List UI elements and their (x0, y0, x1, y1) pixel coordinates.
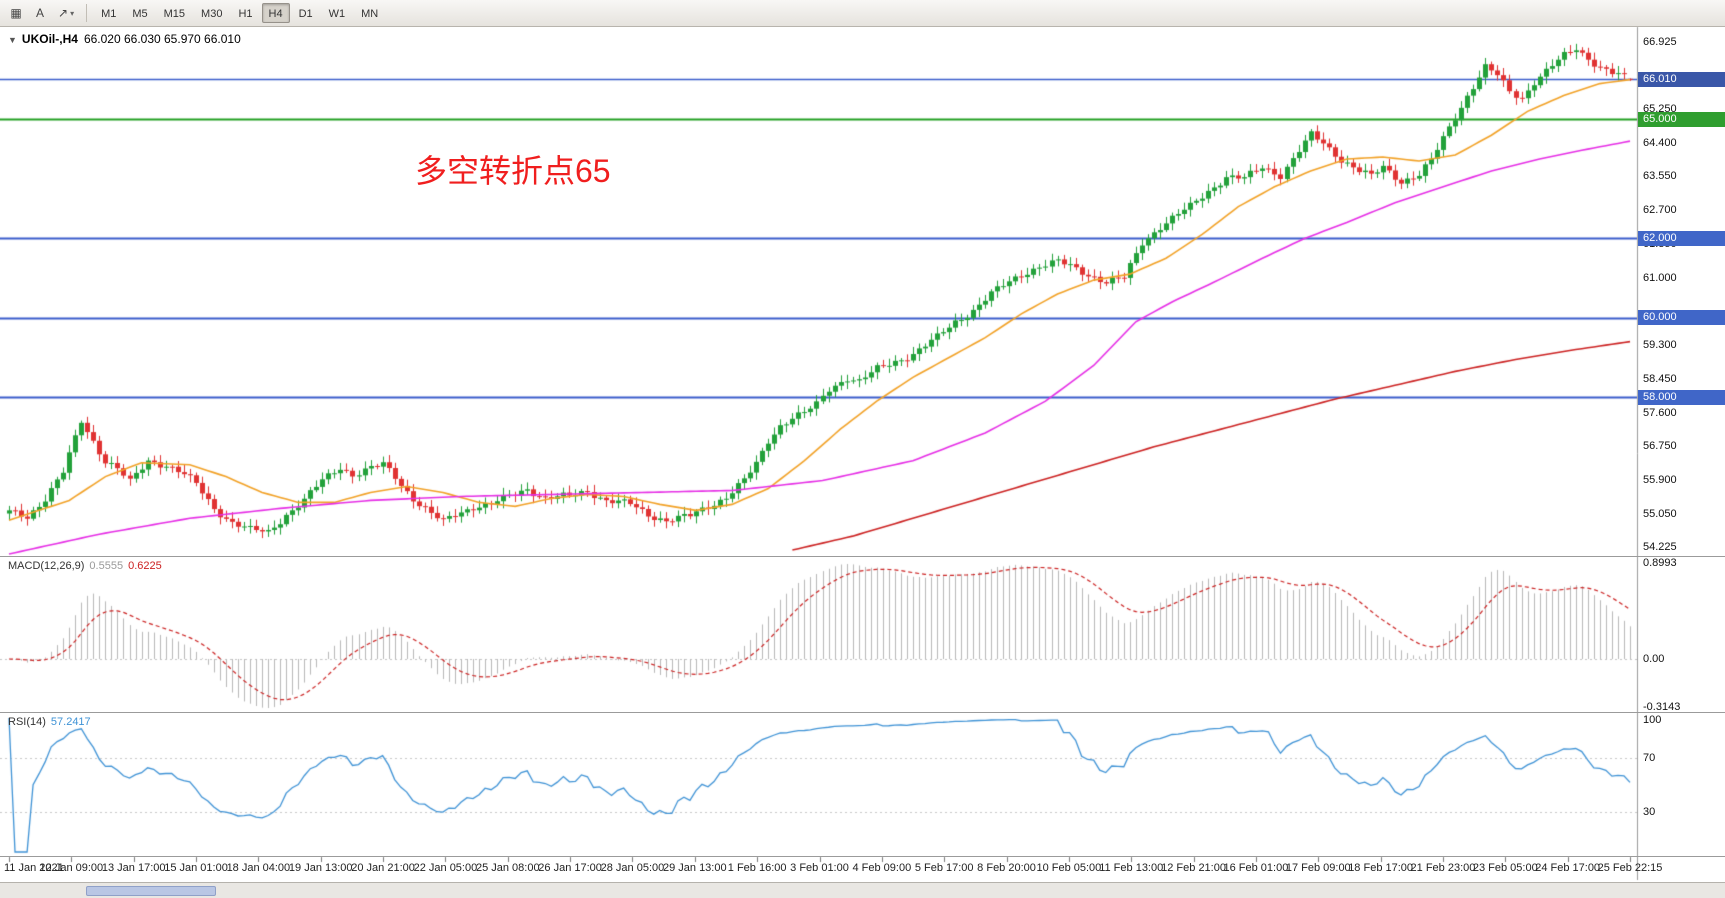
rsi-value: 57.2417 (50, 716, 91, 728)
time-axis-label: 16 Feb 01:00 (1223, 862, 1289, 874)
hline-price-label: 65.000 (1638, 111, 1725, 127)
price-tick: 57.600 (1643, 406, 1677, 419)
macd-name: MACD(12,26,9) (8, 560, 85, 572)
time-scale[interactable]: 11 Jan 2021 12 Jan 09:00 13 Jan 17:00 15 Ja… (0, 858, 1725, 878)
price-tick: 55.900 (1643, 474, 1677, 487)
arrow-icon: ↗ (58, 6, 69, 20)
time-axis-label: 11 Jan 2021 (4, 862, 64, 874)
price-tick: 63.550 (1643, 170, 1677, 183)
price-tick: 59.300 (1643, 339, 1677, 352)
timeframe-button-m15[interactable]: M15 (163, 8, 186, 20)
time-axis-label: 29 Jan 13:00 (662, 862, 727, 874)
rsi-name: RSI(14) (8, 716, 46, 728)
macd-scale-min: -0.3143 (1643, 701, 1681, 713)
time-axis-label: 28 Jan 05:00 (600, 862, 665, 874)
chart-annotation-text: 多空转折点65 (415, 153, 611, 189)
price-tick: 61.000 (1643, 271, 1677, 284)
one-click-trading-toggle[interactable]: ▼ (8, 35, 17, 45)
time-axis-label: 18 Jan 04:00 (226, 862, 291, 874)
timeframe-button-w1[interactable]: W1 (328, 8, 346, 20)
price-tick: 55.050 (1643, 507, 1677, 520)
drawing-tools-button[interactable]: ↗ ▾ (52, 3, 80, 24)
chart-title: ▼ UKOil-,H4 66.020 66.030 65.970 66.010 (8, 32, 241, 46)
rsi-scale-30: 30 (1643, 805, 1656, 818)
hline-price-label: 58.000 (1638, 389, 1725, 405)
chevron-down-icon: ▾ (70, 8, 75, 18)
grid-icon: ▦ (10, 6, 22, 20)
time-axis-label: 21 Feb 23:00 (1410, 862, 1476, 874)
price-tick: 64.400 (1643, 136, 1677, 149)
time-axis-label: 26 Jan 17:00 (538, 862, 602, 874)
time-axis-label: 13 Jan 17:00 (101, 862, 166, 874)
ohlc-values: 66.020 66.030 65.970 66.010 (83, 32, 241, 46)
time-axis-label: 12 Jan 09:00 (39, 862, 104, 874)
price-tick: 62.700 (1643, 204, 1677, 217)
time-axis-label: 19 Jan 13:00 (288, 862, 353, 874)
timeframe-button-d1[interactable]: D1 (298, 8, 313, 20)
timeframe-button-m5[interactable]: M5 (132, 8, 148, 20)
rsi-scale-70: 70 (1643, 752, 1656, 765)
price-tick: 58.450 (1643, 372, 1677, 385)
time-axis-label: 12 Feb 21:00 (1161, 862, 1226, 874)
time-axis-label: 5 Feb 17:00 (914, 862, 974, 874)
rsi-scale-100: 100 (1643, 714, 1662, 726)
time-axis-label: 23 Feb 05:00 (1472, 862, 1538, 874)
time-axis-label: 11 Feb 13:00 (1099, 862, 1164, 874)
chart-grid-tool-button[interactable]: ▦ (4, 3, 28, 24)
time-axis-label: 15 Jan 01:00 (164, 862, 228, 874)
text-tool-button[interactable]: A (28, 3, 52, 24)
hline-price-label: 60.000 (1638, 310, 1725, 326)
time-axis-label: 17 Feb 09:00 (1285, 862, 1351, 874)
time-axis-label: 1 Feb 16:00 (727, 862, 787, 874)
hline-price-label: 62.000 (1638, 230, 1725, 246)
toolbar-separator (86, 4, 88, 22)
panel-divider-rsi-timescale[interactable] (0, 856, 1725, 857)
time-axis-label: 25 Feb 22:15 (1597, 862, 1663, 874)
timeframe-button-m30[interactable]: M30 (201, 8, 223, 20)
horizontal-scrollbar[interactable] (0, 882, 1725, 898)
current-price-label: 66.010 (1638, 71, 1725, 87)
timeframe-group: M1 M5 M15 M30 H1 H4 D1 W1 MN (93, 3, 386, 23)
time-axis-label: 18 Feb 17:00 (1348, 862, 1414, 874)
price-tick: 66.925 (1643, 36, 1677, 49)
panel-divider-macd-rsi[interactable] (0, 712, 1725, 713)
time-axis-label: 22 Jan 05:00 (413, 862, 478, 874)
timeframe-button-mn[interactable]: MN (361, 8, 379, 20)
price-tick: 56.750 (1643, 440, 1677, 453)
timeframe-button-h4[interactable]: H4 (261, 3, 290, 23)
scrollbar-handle[interactable] (86, 886, 216, 896)
timeframe-button-m1[interactable]: M1 (101, 8, 117, 20)
price-scale[interactable]: 66.92565.25064.40063.55062.70061.85061.0… (1638, 0, 1725, 898)
time-axis-label: 20 Jan 21:00 (351, 862, 415, 874)
time-axis-label: 8 Feb 20:00 (977, 862, 1036, 874)
panel-divider-main-macd[interactable] (0, 556, 1725, 557)
text-tool-icon: A (35, 6, 44, 20)
macd-panel-label: MACD(12,26,9) 0.5555 0.6225 (8, 560, 167, 572)
time-axis-label: 3 Feb 01:00 (790, 862, 849, 874)
macd-main-value: 0.5555 (89, 560, 124, 572)
toolbar: ▦ A ↗ ▾ M1 M5 M15 M30 H1 H4 D1 W1 MN (0, 0, 1725, 27)
timeframe-button-h1[interactable]: H1 (238, 8, 253, 20)
macd-scale-max: 0.8993 (1643, 557, 1677, 569)
price-tick: 54.225 (1643, 540, 1677, 553)
time-axis-label: 24 Feb 17:00 (1535, 862, 1601, 874)
symbol-period-label: UKOil-,H4 (21, 32, 78, 46)
time-axis-label: 25 Jan 08:00 (475, 862, 540, 874)
macd-signal-value: 0.6225 (128, 560, 162, 572)
time-axis-label: 4 Feb 09:00 (852, 862, 912, 874)
time-axis-label: 10 Feb 05:00 (1036, 862, 1102, 874)
macd-scale-zero: 0.00 (1643, 653, 1665, 666)
rsi-panel-label: RSI(14) 57.2417 (8, 716, 96, 728)
